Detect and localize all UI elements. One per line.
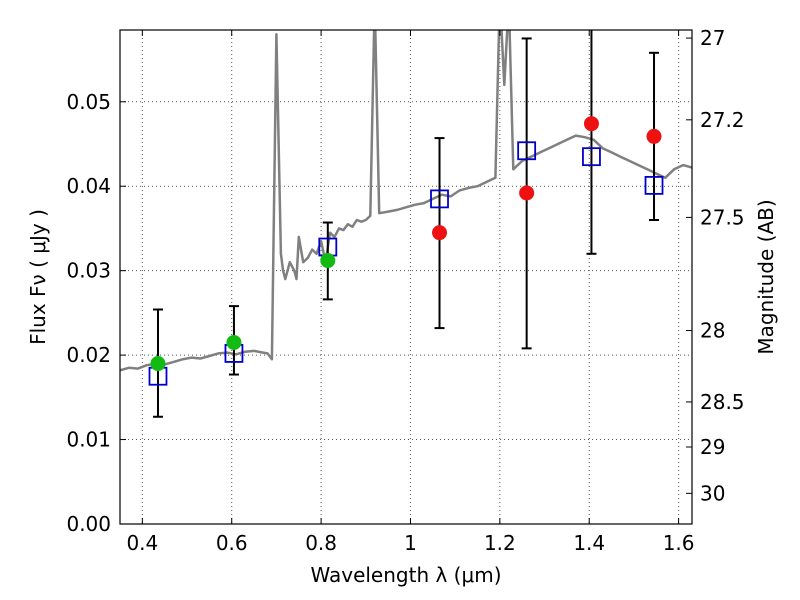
y-tick-label: 0.01: [66, 428, 111, 452]
y-tick-label: 0.02: [66, 343, 111, 367]
x-tick-label: 0.8: [305, 531, 337, 555]
red-point: [432, 225, 448, 241]
y-tick-label: 0.03: [66, 259, 111, 283]
y-tick-label: 0.05: [66, 90, 111, 114]
x-tick-label: 0.6: [216, 531, 248, 555]
y2-tick-label: 27.5: [700, 205, 745, 229]
y2-tick-label: 29: [700, 435, 725, 459]
x-tick-label: 1.4: [573, 531, 605, 555]
model-square: [517, 141, 537, 161]
red-point: [583, 116, 599, 132]
green-point: [320, 253, 336, 269]
y-tick-label: 0.04: [66, 174, 111, 198]
x-tick-label: 1: [404, 531, 417, 555]
y2-axis-label: Magnitude (AB): [754, 199, 778, 354]
y-axis-label: Flux Fν ( μJy ): [26, 209, 50, 345]
y2-tick-label: 27: [700, 26, 725, 50]
x-tick-label: 0.4: [126, 531, 158, 555]
x-tick-label: 1.6: [663, 531, 695, 555]
green-point: [226, 334, 242, 350]
y-tick-label: 0.00: [66, 512, 111, 536]
red-point: [646, 128, 662, 144]
y2-tick-label: 30: [700, 481, 725, 505]
x-axis-label: Wavelength λ (μm): [310, 563, 501, 587]
plot-area: [120, 30, 692, 418]
plot-frame: [119, 29, 693, 525]
model-square: [430, 189, 449, 209]
green-point: [150, 356, 166, 372]
x-tick-label: 1.2: [484, 531, 516, 555]
model-square: [644, 175, 664, 195]
model-square: [582, 147, 601, 167]
y2-tick-label: 28.5: [700, 390, 745, 414]
y2-tick-label: 28: [700, 319, 725, 343]
red-point: [519, 185, 535, 201]
axis-ticks: 0.4 0.6 0.8 1 1.2 1.4 1.6 0.00 0.01 0.02 0.03 0.04 0…: [66, 26, 744, 555]
spectrum-line: [120, 30, 692, 372]
y2-tick-label: 27.2: [700, 108, 745, 132]
